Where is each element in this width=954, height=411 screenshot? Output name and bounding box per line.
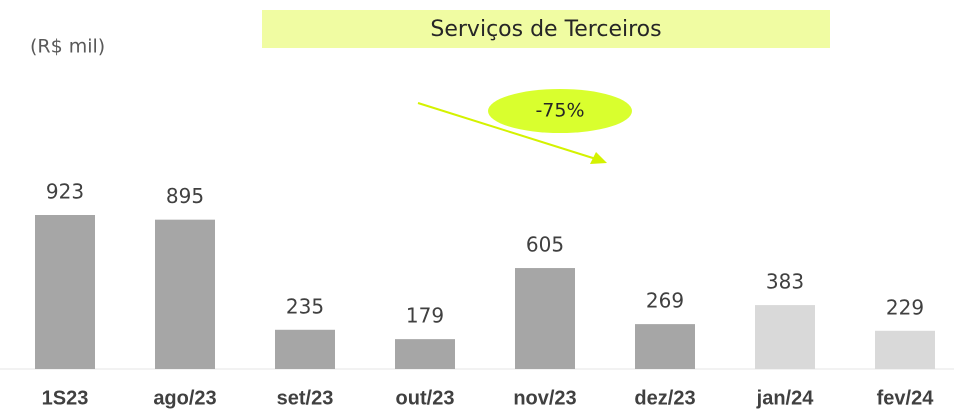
x-tick-label: ago/23 xyxy=(153,387,216,409)
bar xyxy=(155,219,215,369)
x-tick-label: out/23 xyxy=(396,387,455,409)
x-tick-label: set/23 xyxy=(277,387,334,409)
bar xyxy=(35,215,95,369)
bar xyxy=(515,268,575,369)
arrow-head xyxy=(590,152,607,164)
x-tick-label: jan/24 xyxy=(756,387,815,409)
annotation-bubble xyxy=(488,89,632,133)
value-label: 235 xyxy=(286,294,324,318)
bar xyxy=(635,324,695,369)
annotation: -75% xyxy=(535,100,584,122)
x-tick-label: 1S23 xyxy=(42,387,89,409)
value-label: 605 xyxy=(526,233,564,257)
value-label: 229 xyxy=(886,295,924,319)
value-label: 923 xyxy=(46,180,84,204)
x-tick-label: dez/23 xyxy=(634,387,695,409)
title-box xyxy=(262,10,830,48)
bar xyxy=(755,305,815,369)
unit-label: (R$ mil) xyxy=(30,36,105,58)
value-label: 895 xyxy=(166,184,204,208)
bar xyxy=(395,339,455,369)
value-label: 269 xyxy=(646,289,684,313)
bar xyxy=(875,330,935,369)
x-tick-label: nov/23 xyxy=(513,387,576,409)
value-label: 179 xyxy=(406,304,444,328)
trend-arrow xyxy=(417,102,597,160)
x-tick-label: fev/24 xyxy=(877,387,935,409)
bar xyxy=(275,329,335,369)
chart-title: Serviços de Terceiros xyxy=(430,17,661,42)
value-label: 383 xyxy=(766,270,804,294)
